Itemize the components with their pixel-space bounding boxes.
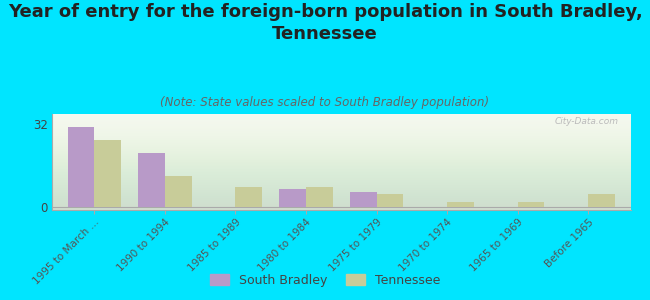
Bar	[306, 187, 333, 207]
Bar	[68, 127, 94, 207]
Legend: South Bradley, Tennessee: South Bradley, Tennessee	[206, 270, 444, 291]
Text: Year of entry for the foreign-born population in South Bradley,
Tennessee: Year of entry for the foreign-born popul…	[8, 3, 642, 43]
Bar	[350, 192, 376, 207]
Bar	[235, 187, 262, 207]
Bar	[517, 202, 545, 207]
Text: City-Data.com: City-Data.com	[555, 117, 619, 126]
Bar	[94, 140, 121, 207]
Bar	[279, 189, 306, 207]
Bar	[588, 194, 615, 207]
Bar	[138, 153, 165, 207]
Bar	[165, 176, 192, 207]
Bar	[376, 194, 404, 207]
Bar	[447, 202, 474, 207]
Text: (Note: State values scaled to South Bradley population): (Note: State values scaled to South Brad…	[161, 96, 489, 109]
